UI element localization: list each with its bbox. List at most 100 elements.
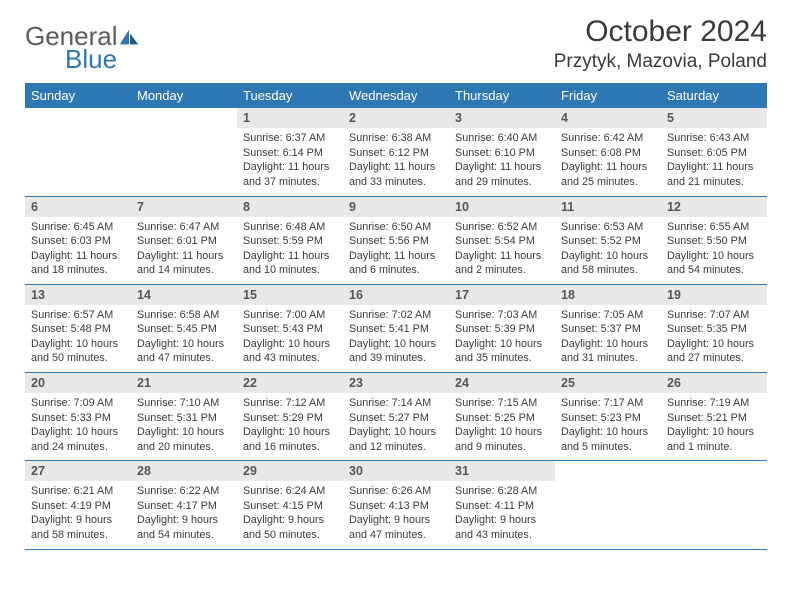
calendar-cell: 23Sunrise: 7:14 AMSunset: 5:27 PMDayligh… xyxy=(343,373,449,461)
day-details: Sunrise: 6:53 AMSunset: 5:52 PMDaylight:… xyxy=(555,217,661,284)
day-number: 27 xyxy=(25,461,131,481)
day-number: 2 xyxy=(343,108,449,128)
calendar-cell: 7Sunrise: 6:47 AMSunset: 6:01 PMDaylight… xyxy=(131,196,237,284)
day-details: Sunrise: 7:03 AMSunset: 5:39 PMDaylight:… xyxy=(449,305,555,372)
calendar-cell: 14Sunrise: 6:58 AMSunset: 5:45 PMDayligh… xyxy=(131,284,237,372)
weekday-header: Saturday xyxy=(661,83,767,108)
day-number: 31 xyxy=(449,461,555,481)
day-number: 21 xyxy=(131,373,237,393)
day-details: Sunrise: 7:12 AMSunset: 5:29 PMDaylight:… xyxy=(237,393,343,460)
calendar-cell: 29Sunrise: 6:24 AMSunset: 4:15 PMDayligh… xyxy=(237,461,343,549)
calendar-table: Sunday Monday Tuesday Wednesday Thursday… xyxy=(25,83,767,550)
day-details: Sunrise: 7:17 AMSunset: 5:23 PMDaylight:… xyxy=(555,393,661,460)
day-details: Sunrise: 6:55 AMSunset: 5:50 PMDaylight:… xyxy=(661,217,767,284)
day-number: 11 xyxy=(555,197,661,217)
weekday-header: Wednesday xyxy=(343,83,449,108)
day-number: 7 xyxy=(131,197,237,217)
day-number: 10 xyxy=(449,197,555,217)
weekday-header-row: Sunday Monday Tuesday Wednesday Thursday… xyxy=(25,83,767,108)
day-details: Sunrise: 6:24 AMSunset: 4:15 PMDaylight:… xyxy=(237,481,343,548)
calendar-cell: 28Sunrise: 6:22 AMSunset: 4:17 PMDayligh… xyxy=(131,461,237,549)
calendar-cell: 16Sunrise: 7:02 AMSunset: 5:41 PMDayligh… xyxy=(343,284,449,372)
calendar-cell: 15Sunrise: 7:00 AMSunset: 5:43 PMDayligh… xyxy=(237,284,343,372)
calendar-cell: 6Sunrise: 6:45 AMSunset: 6:03 PMDaylight… xyxy=(25,196,131,284)
calendar-cell: 21Sunrise: 7:10 AMSunset: 5:31 PMDayligh… xyxy=(131,373,237,461)
logo: GeneralBlue xyxy=(25,21,140,75)
day-number: 6 xyxy=(25,197,131,217)
calendar-cell: 25Sunrise: 7:17 AMSunset: 5:23 PMDayligh… xyxy=(555,373,661,461)
day-details: Sunrise: 7:02 AMSunset: 5:41 PMDaylight:… xyxy=(343,305,449,372)
calendar-cell: 18Sunrise: 7:05 AMSunset: 5:37 PMDayligh… xyxy=(555,284,661,372)
calendar-cell: 13Sunrise: 6:57 AMSunset: 5:48 PMDayligh… xyxy=(25,284,131,372)
day-details: Sunrise: 7:00 AMSunset: 5:43 PMDaylight:… xyxy=(237,305,343,372)
day-details: Sunrise: 6:28 AMSunset: 4:11 PMDaylight:… xyxy=(449,481,555,548)
day-number: 5 xyxy=(661,108,767,128)
day-details: Sunrise: 7:05 AMSunset: 5:37 PMDaylight:… xyxy=(555,305,661,372)
calendar-cell: 30Sunrise: 6:26 AMSunset: 4:13 PMDayligh… xyxy=(343,461,449,549)
day-number: 8 xyxy=(237,197,343,217)
calendar-row: 13Sunrise: 6:57 AMSunset: 5:48 PMDayligh… xyxy=(25,284,767,372)
day-number: 23 xyxy=(343,373,449,393)
calendar-cell xyxy=(131,108,237,196)
sail-icon xyxy=(118,26,140,48)
calendar-cell: 2Sunrise: 6:38 AMSunset: 6:12 PMDaylight… xyxy=(343,108,449,196)
weekday-header: Thursday xyxy=(449,83,555,108)
calendar-cell xyxy=(25,108,131,196)
calendar-cell: 3Sunrise: 6:40 AMSunset: 6:10 PMDaylight… xyxy=(449,108,555,196)
calendar-row: 6Sunrise: 6:45 AMSunset: 6:03 PMDaylight… xyxy=(25,196,767,284)
day-details: Sunrise: 7:15 AMSunset: 5:25 PMDaylight:… xyxy=(449,393,555,460)
calendar-cell xyxy=(661,461,767,549)
weekday-header: Friday xyxy=(555,83,661,108)
page-title: October 2024 xyxy=(554,15,767,49)
calendar-cell xyxy=(555,461,661,549)
day-details: Sunrise: 7:19 AMSunset: 5:21 PMDaylight:… xyxy=(661,393,767,460)
location-text: Przytyk, Mazovia, Poland xyxy=(554,51,767,73)
day-number: 14 xyxy=(131,285,237,305)
day-details: Sunrise: 7:10 AMSunset: 5:31 PMDaylight:… xyxy=(131,393,237,460)
day-details: Sunrise: 6:21 AMSunset: 4:19 PMDaylight:… xyxy=(25,481,131,548)
day-number: 29 xyxy=(237,461,343,481)
day-number: 19 xyxy=(661,285,767,305)
day-details: Sunrise: 6:26 AMSunset: 4:13 PMDaylight:… xyxy=(343,481,449,548)
title-block: October 2024 Przytyk, Mazovia, Poland xyxy=(554,15,767,73)
day-number: 20 xyxy=(25,373,131,393)
day-number: 4 xyxy=(555,108,661,128)
day-details: Sunrise: 6:22 AMSunset: 4:17 PMDaylight:… xyxy=(131,481,237,548)
day-details: Sunrise: 7:07 AMSunset: 5:35 PMDaylight:… xyxy=(661,305,767,372)
day-number: 22 xyxy=(237,373,343,393)
day-details: Sunrise: 6:48 AMSunset: 5:59 PMDaylight:… xyxy=(237,217,343,284)
day-number: 13 xyxy=(25,285,131,305)
day-details: Sunrise: 6:58 AMSunset: 5:45 PMDaylight:… xyxy=(131,305,237,372)
calendar-cell: 26Sunrise: 7:19 AMSunset: 5:21 PMDayligh… xyxy=(661,373,767,461)
calendar-cell: 24Sunrise: 7:15 AMSunset: 5:25 PMDayligh… xyxy=(449,373,555,461)
calendar-cell: 19Sunrise: 7:07 AMSunset: 5:35 PMDayligh… xyxy=(661,284,767,372)
day-details: Sunrise: 7:09 AMSunset: 5:33 PMDaylight:… xyxy=(25,393,131,460)
day-number: 25 xyxy=(555,373,661,393)
day-number: 1 xyxy=(237,108,343,128)
day-number: 26 xyxy=(661,373,767,393)
day-details: Sunrise: 6:37 AMSunset: 6:14 PMDaylight:… xyxy=(237,128,343,195)
calendar-cell: 22Sunrise: 7:12 AMSunset: 5:29 PMDayligh… xyxy=(237,373,343,461)
calendar-row: 27Sunrise: 6:21 AMSunset: 4:19 PMDayligh… xyxy=(25,461,767,549)
weekday-header: Monday xyxy=(131,83,237,108)
header: GeneralBlue October 2024 Przytyk, Mazovi… xyxy=(25,15,767,75)
day-details: Sunrise: 6:45 AMSunset: 6:03 PMDaylight:… xyxy=(25,217,131,284)
calendar-cell: 20Sunrise: 7:09 AMSunset: 5:33 PMDayligh… xyxy=(25,373,131,461)
calendar-cell: 27Sunrise: 6:21 AMSunset: 4:19 PMDayligh… xyxy=(25,461,131,549)
day-number: 28 xyxy=(131,461,237,481)
weekday-header: Tuesday xyxy=(237,83,343,108)
day-details: Sunrise: 7:14 AMSunset: 5:27 PMDaylight:… xyxy=(343,393,449,460)
calendar-cell: 10Sunrise: 6:52 AMSunset: 5:54 PMDayligh… xyxy=(449,196,555,284)
day-number: 12 xyxy=(661,197,767,217)
day-details: Sunrise: 6:42 AMSunset: 6:08 PMDaylight:… xyxy=(555,128,661,195)
day-details: Sunrise: 6:38 AMSunset: 6:12 PMDaylight:… xyxy=(343,128,449,195)
day-number: 9 xyxy=(343,197,449,217)
calendar-cell: 9Sunrise: 6:50 AMSunset: 5:56 PMDaylight… xyxy=(343,196,449,284)
day-details: Sunrise: 6:40 AMSunset: 6:10 PMDaylight:… xyxy=(449,128,555,195)
calendar-body: 1Sunrise: 6:37 AMSunset: 6:14 PMDaylight… xyxy=(25,108,767,549)
day-details: Sunrise: 6:47 AMSunset: 6:01 PMDaylight:… xyxy=(131,217,237,284)
day-number: 30 xyxy=(343,461,449,481)
day-number: 3 xyxy=(449,108,555,128)
calendar-cell: 4Sunrise: 6:42 AMSunset: 6:08 PMDaylight… xyxy=(555,108,661,196)
calendar-cell: 8Sunrise: 6:48 AMSunset: 5:59 PMDaylight… xyxy=(237,196,343,284)
